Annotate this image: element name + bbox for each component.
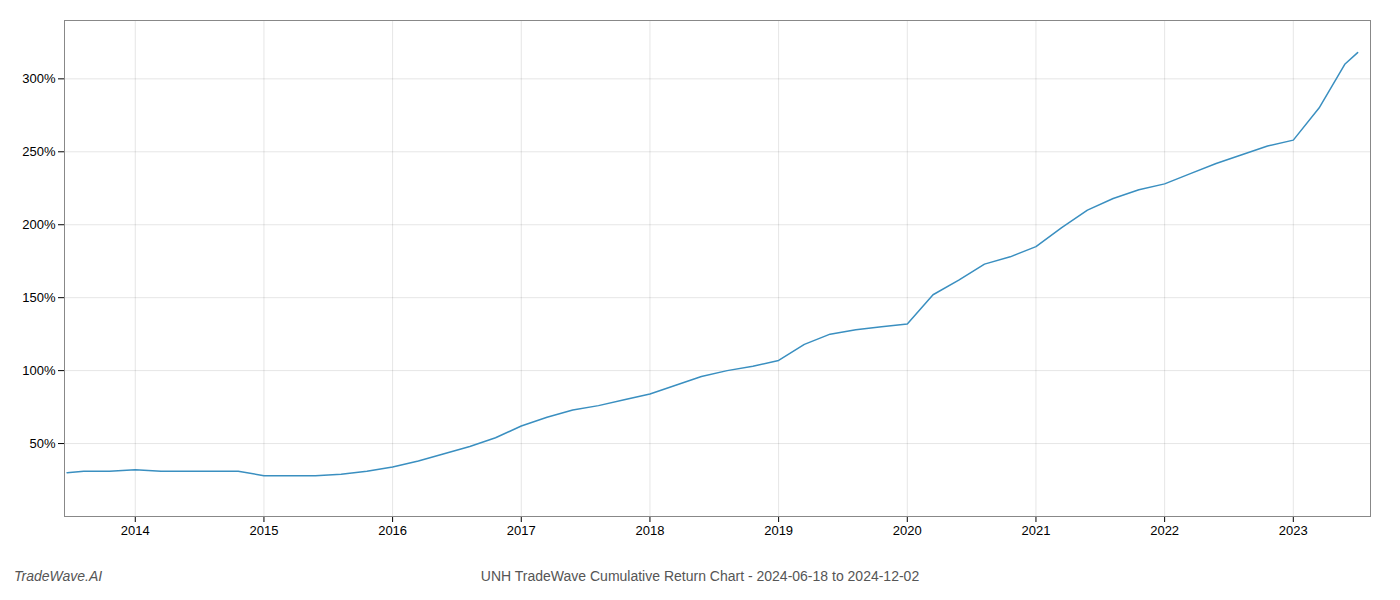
svg-text:200%: 200%	[22, 217, 56, 232]
svg-text:250%: 250%	[22, 144, 56, 159]
svg-text:2019: 2019	[764, 523, 793, 538]
svg-text:2017: 2017	[507, 523, 536, 538]
svg-text:2021: 2021	[1021, 523, 1050, 538]
svg-text:150%: 150%	[22, 290, 56, 305]
svg-text:50%: 50%	[29, 436, 55, 451]
svg-text:2018: 2018	[635, 523, 664, 538]
svg-text:2022: 2022	[1150, 523, 1179, 538]
svg-text:300%: 300%	[22, 71, 56, 86]
html-text:UNH TradeWave Cumulative Retur: UNH TradeWave Cumulative Return Chart - …	[480, 568, 920, 584]
svg-text:2016: 2016	[378, 523, 407, 538]
html-text:TradeWave.AI: TradeWave.AI	[14, 568, 103, 584]
svg-text:2023: 2023	[1279, 523, 1308, 538]
svg-text:2020: 2020	[893, 523, 922, 538]
svg-text:2014: 2014	[121, 523, 150, 538]
svg-text:2015: 2015	[249, 523, 278, 538]
svg-text:100%: 100%	[22, 363, 56, 378]
